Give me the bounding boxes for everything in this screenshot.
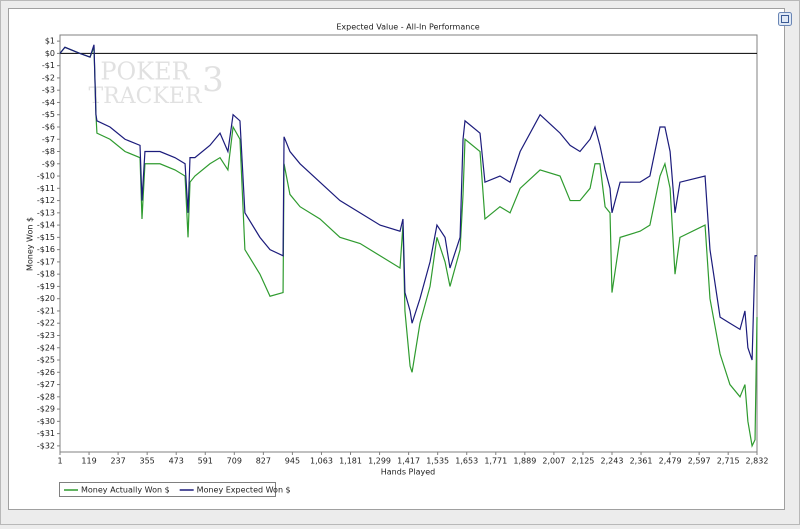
x-tick-label: 355 (140, 457, 155, 466)
y-tick-label: -$15 (37, 233, 55, 242)
y-tick-label: -$6 (42, 122, 55, 131)
chart-title: Expected Value - All-In Performance (336, 23, 479, 32)
legend (59, 482, 276, 497)
x-tick-label: 591 (198, 457, 213, 466)
y-tick-label: -$23 (37, 331, 55, 340)
x-tick-label: 1,063 (310, 457, 333, 466)
x-tick-label: 119 (81, 457, 96, 466)
y-tick-label: -$1 (42, 61, 55, 70)
x-tick-label: 2,361 (630, 457, 653, 466)
watermark: POKER TRACKER 3 (88, 58, 223, 110)
y-tick-label: -$13 (37, 208, 55, 217)
y-tick-label: -$3 (42, 86, 55, 95)
maximize-button[interactable] (778, 12, 792, 26)
button-frame[interactable] (778, 12, 792, 26)
y-tick-label: -$20 (37, 294, 55, 303)
x-tick-label: 1,535 (426, 457, 449, 466)
legend-label: Money Expected Won $ (197, 486, 291, 495)
y-tick-label: -$30 (37, 417, 55, 426)
y-tick-label: -$31 (37, 429, 55, 438)
y-tick-label: -$24 (37, 343, 55, 352)
y-tick-label: -$18 (37, 270, 55, 279)
y-tick-label: -$10 (37, 172, 55, 181)
y-tick-label: -$8 (42, 147, 55, 156)
button-icon[interactable] (781, 15, 789, 23)
x-tick-label: 1,299 (368, 457, 391, 466)
y-tick-label: -$11 (37, 184, 55, 193)
x-tick-label: 2,597 (688, 457, 711, 466)
x-tick-label: 2,007 (542, 457, 565, 466)
chart-panel (8, 8, 785, 510)
x-tick-label: 827 (256, 457, 271, 466)
watermark-text: TRACKER (88, 84, 202, 109)
legend-label: Money Actually Won $ (81, 486, 170, 495)
x-tick-label: 1,889 (513, 457, 536, 466)
data-line (59, 46, 758, 448)
x-tick-label: 237 (110, 457, 125, 466)
x-tick-label: 1,771 (484, 457, 507, 466)
x-tick-label: 2,479 (659, 457, 682, 466)
data-line (59, 44, 757, 361)
y-tick-label: -$7 (42, 135, 55, 144)
x-tick-label: 945 (285, 457, 300, 466)
y-tick-label: $0 (45, 49, 55, 58)
watermark-text: POKER (100, 58, 190, 86)
x-tick-label: 2,832 (746, 457, 769, 466)
y-tick-label: -$12 (37, 196, 55, 205)
y-tick-label: -$5 (42, 110, 55, 119)
y-tick-label: -$32 (37, 441, 55, 450)
x-tick-label: 1,181 (339, 457, 362, 466)
x-tick-label: 2,243 (601, 457, 624, 466)
x-tick-label: 1,417 (397, 457, 420, 466)
y-tick-label: -$21 (37, 306, 55, 315)
y-tick-label: -$29 (37, 405, 55, 414)
x-tick-label: 709 (227, 457, 242, 466)
y-tick-label: $1 (45, 37, 55, 46)
watermark-badge: 3 (202, 60, 224, 100)
y-axis-label: Money Won $ (26, 217, 35, 271)
y-tick-label: -$2 (42, 73, 55, 82)
y-tick-label: -$27 (37, 380, 55, 389)
y-tick-label: -$16 (37, 245, 55, 254)
x-tick-label: 473 (169, 457, 184, 466)
y-tick-label: -$25 (37, 356, 55, 365)
y-tick-label: -$14 (37, 221, 55, 230)
x-tick-label: 1,653 (455, 457, 478, 466)
y-tick-label: -$4 (42, 98, 55, 107)
y-tick-label: -$26 (37, 368, 55, 377)
y-tick-label: -$28 (37, 392, 55, 401)
y-tick-label: -$9 (42, 159, 55, 168)
x-tick-label: 1 (57, 457, 62, 466)
x-axis-label: Hands Played (381, 468, 435, 477)
x-tick-label: 2,125 (571, 457, 594, 466)
y-tick-label: -$17 (37, 257, 55, 266)
x-tick-label: 2,715 (717, 457, 740, 466)
y-tick-label: -$19 (37, 282, 55, 291)
y-tick-label: -$22 (37, 319, 55, 328)
